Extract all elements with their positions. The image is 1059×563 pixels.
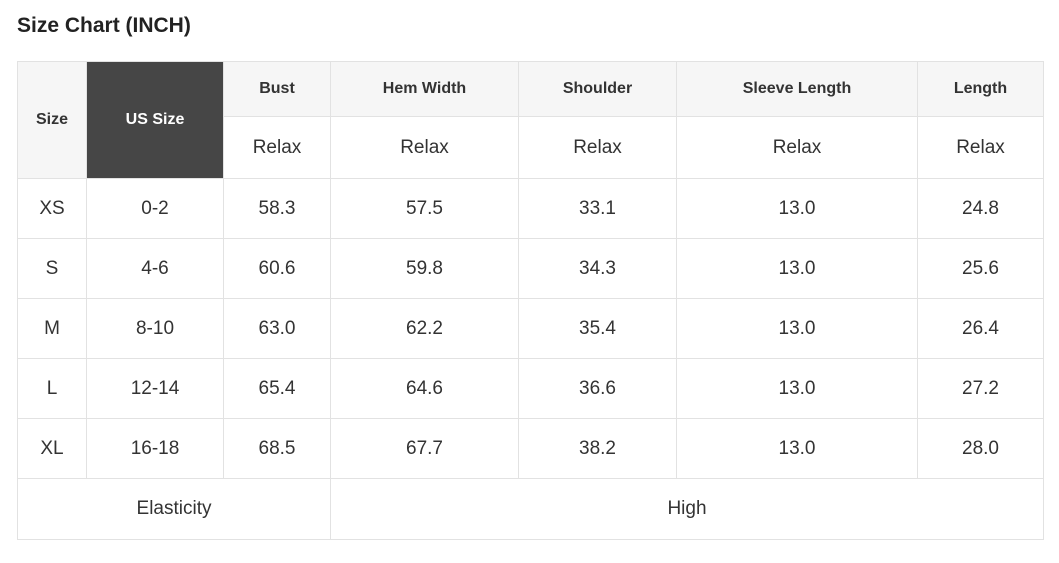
sleeve-length-cell: 13.0 <box>676 238 918 299</box>
table-row-s: S 4-6 60.6 59.8 34.3 13.0 25.6 <box>17 238 1044 299</box>
bust-cell: 60.6 <box>223 238 331 299</box>
length-cell: 24.8 <box>917 178 1044 239</box>
size-cell: XL <box>17 418 87 479</box>
column-header-row: Size US Size Bust Hem Width Shoulder Sle… <box>17 61 1044 179</box>
shoulder-cell: 38.2 <box>518 418 677 479</box>
us-size-cell: 8-10 <box>86 298 224 359</box>
us-size-cell: 0-2 <box>86 178 224 239</box>
fit-type-cell-length: Relax <box>917 116 1044 179</box>
bust-cell: 58.3 <box>223 178 331 239</box>
hem-width-cell: 64.6 <box>330 358 519 419</box>
length-cell: 27.2 <box>917 358 1044 419</box>
size-chart-table: Size US Size Bust Hem Width Shoulder Sle… <box>17 61 1044 540</box>
hem-width-cell: 57.5 <box>330 178 519 239</box>
shoulder-cell: 34.3 <box>518 238 677 299</box>
header-cell-hem-width: Hem Width <box>330 61 519 117</box>
shoulder-cell: 36.6 <box>518 358 677 419</box>
header-cell-size: Size <box>17 61 87 179</box>
length-cell: 25.6 <box>917 238 1044 299</box>
length-cell: 26.4 <box>917 298 1044 359</box>
sleeve-length-cell: 13.0 <box>676 178 918 239</box>
table-row-m: M 8-10 63.0 62.2 35.4 13.0 26.4 <box>17 298 1044 359</box>
header-cell-length: Length <box>917 61 1044 117</box>
elasticity-value-cell: High <box>330 478 1044 540</box>
us-size-cell: 16-18 <box>86 418 224 479</box>
size-cell: M <box>17 298 87 359</box>
bust-cell: 68.5 <box>223 418 331 479</box>
size-cell: S <box>17 238 87 299</box>
shoulder-cell: 35.4 <box>518 298 677 359</box>
hem-width-cell: 67.7 <box>330 418 519 479</box>
size-cell: L <box>17 358 87 419</box>
elasticity-row: Elasticity High <box>17 478 1044 540</box>
table-row-l: L 12-14 65.4 64.6 36.6 13.0 27.2 <box>17 358 1044 419</box>
header-cell-shoulder: Shoulder <box>518 61 677 117</box>
length-cell: 28.0 <box>917 418 1044 479</box>
table-row-xs: XS 0-2 58.3 57.5 33.1 13.0 24.8 <box>17 178 1044 239</box>
fit-type-cell-bust: Relax <box>223 116 331 179</box>
sleeve-length-cell: 13.0 <box>676 418 918 479</box>
fit-type-cell-sleeve-length: Relax <box>676 116 918 179</box>
elasticity-label-cell: Elasticity <box>17 478 331 540</box>
table-row-xl: XL 16-18 68.5 67.7 38.2 13.0 28.0 <box>17 418 1044 479</box>
header-cell-us-size: US Size <box>86 61 224 179</box>
size-cell: XS <box>17 178 87 239</box>
bust-cell: 65.4 <box>223 358 331 419</box>
shoulder-cell: 33.1 <box>518 178 677 239</box>
us-size-cell: 4-6 <box>86 238 224 299</box>
fit-type-cell-shoulder: Relax <box>518 116 677 179</box>
sleeve-length-cell: 13.0 <box>676 298 918 359</box>
header-cell-bust: Bust <box>223 61 331 117</box>
hem-width-cell: 62.2 <box>330 298 519 359</box>
page-title: Size Chart (INCH) <box>17 14 191 37</box>
us-size-cell: 12-14 <box>86 358 224 419</box>
fit-type-cell-hem-width: Relax <box>330 116 519 179</box>
fit-type-row: Relax Relax Relax Relax Relax <box>18 116 1044 179</box>
bust-cell: 63.0 <box>223 298 331 359</box>
header-cell-sleeve-length: Sleeve Length <box>676 61 918 117</box>
sleeve-length-cell: 13.0 <box>676 358 918 419</box>
hem-width-cell: 59.8 <box>330 238 519 299</box>
